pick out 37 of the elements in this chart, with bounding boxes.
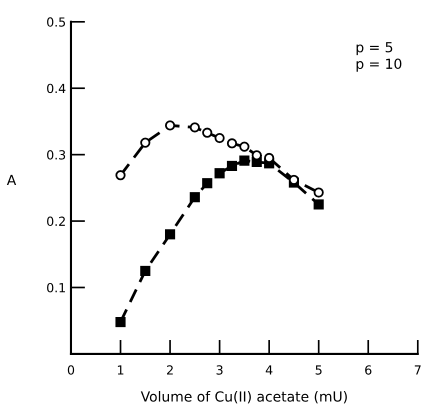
annotation: p = 10 bbox=[356, 58, 402, 72]
point bbox=[214, 168, 225, 178]
point bbox=[239, 156, 250, 166]
y-tick-label: 0.5 bbox=[47, 17, 66, 27]
x-tick-label: 6 bbox=[365, 365, 372, 375]
point bbox=[190, 122, 200, 132]
point bbox=[288, 174, 299, 185]
point bbox=[226, 160, 238, 172]
x-tick-label: 7 bbox=[414, 365, 421, 375]
x-tick-label: 4 bbox=[266, 365, 272, 375]
point bbox=[202, 178, 212, 188]
annotation: p = 5 bbox=[356, 42, 392, 56]
y-tick-label: 0.2 bbox=[47, 216, 65, 226]
x-tick-label: 1 bbox=[118, 365, 124, 375]
y-tick-label: 0.1 bbox=[47, 282, 65, 292]
point bbox=[164, 229, 176, 240]
y-tick-label: 0.4 bbox=[47, 84, 66, 94]
point bbox=[115, 316, 126, 328]
point bbox=[252, 150, 262, 160]
y-axis-title: A bbox=[6, 174, 16, 185]
y-tick-label: 0.3 bbox=[47, 150, 66, 160]
x-tick-label: 2 bbox=[167, 365, 173, 375]
x-axis-title: Volume of Cu(II) acetate (mU) bbox=[140, 391, 347, 404]
point bbox=[164, 120, 176, 130]
point bbox=[202, 128, 212, 138]
point bbox=[214, 132, 225, 144]
point bbox=[140, 138, 150, 148]
point bbox=[226, 138, 238, 148]
point bbox=[140, 266, 150, 276]
x-tick-label: 0 bbox=[68, 365, 74, 375]
point bbox=[314, 187, 324, 198]
x-tick-label: 3 bbox=[216, 365, 223, 375]
point bbox=[115, 170, 126, 180]
point bbox=[239, 142, 250, 152]
point bbox=[190, 192, 200, 202]
point bbox=[314, 199, 324, 210]
x-tick-label: 5 bbox=[316, 365, 322, 375]
